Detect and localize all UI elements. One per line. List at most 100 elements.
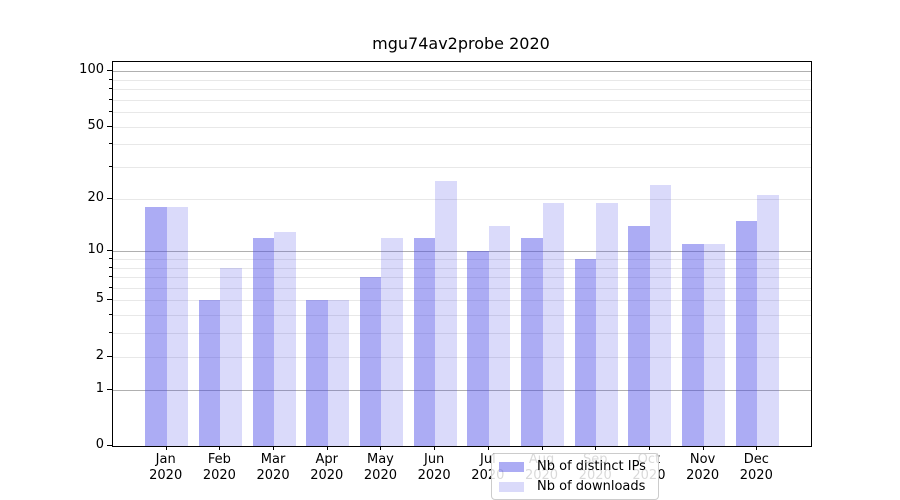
gridline-minor-50 (113, 126, 811, 128)
x-tick-label-feb: Feb 2020 (202, 452, 236, 483)
bar-ips-sep (574, 258, 597, 446)
x-tick-label-dec: Dec 2020 (739, 452, 773, 483)
legend: Nb of distinct IPs Nb of downloads (491, 453, 659, 500)
legend-item-distinct-ips: Nb of distinct IPs (499, 459, 650, 474)
bar-ips-may (359, 277, 382, 446)
bar-dl-jun (435, 181, 457, 446)
y-tick-label-0: 0 (95, 437, 104, 452)
x-tick-label-jun: Jun 2020 (417, 452, 451, 483)
gridline-minor-8 (113, 267, 811, 269)
y-tick-minor-mark-80 (109, 88, 112, 90)
y-tick-minor-mark-3 (109, 332, 112, 334)
y-tick-minor-mark-9 (109, 257, 112, 259)
bar-ips-jul (467, 251, 489, 446)
bar-dl-dec (757, 194, 779, 446)
plot-area: Nb of distinct IPs Nb of downloads (112, 61, 812, 500)
y-tick-label-2: 2 (95, 347, 104, 363)
y-tick-mark-50 (107, 125, 112, 127)
y-tick-label-100: 100 (79, 62, 104, 78)
gridline-minor-90 (113, 79, 811, 81)
y-tick-minor-mark-7 (109, 276, 112, 278)
bar-ips-aug (521, 237, 543, 446)
y-tick-minor-mark-40 (109, 143, 112, 145)
bar-dl-apr (327, 300, 350, 446)
x-tick-mark-sep (595, 446, 597, 450)
legend-swatch-distinct-ips (499, 461, 524, 472)
y-tick-mark-0 (107, 445, 112, 446)
gridline-major-100 (113, 71, 811, 73)
bars-layer (113, 62, 811, 446)
x-tick-mark-may (380, 446, 382, 450)
y-tick-minor-mark-30 (109, 166, 112, 168)
y-tick-label-5: 5 (95, 291, 104, 307)
y-tick-label-20: 20 (87, 189, 104, 205)
bar-ips-mar (252, 237, 275, 446)
gridline-minor-80 (113, 89, 811, 91)
legend-swatch-downloads (499, 481, 524, 492)
y-tick-minor-mark-4 (109, 314, 112, 316)
y-tick-minor-mark-90 (109, 78, 112, 80)
y-tick-minor-mark-60 (109, 111, 112, 113)
bar-dl-may (381, 237, 403, 446)
y-tick-label-1: 1 (95, 380, 104, 396)
y-tick-label-10: 10 (87, 242, 104, 258)
gridline-minor-20 (113, 198, 811, 200)
x-tick-mark-dec (756, 446, 758, 450)
y-tick-mark-100 (107, 70, 112, 72)
gridline-minor-5 (113, 300, 811, 302)
gridline-minor-2 (113, 356, 811, 358)
bar-ips-feb (198, 300, 221, 446)
x-tick-label-mar: Mar 2020 (256, 452, 290, 483)
bar-ips-oct (628, 226, 650, 446)
y-tick-mark-2 (107, 355, 112, 357)
bar-dl-jan (166, 206, 189, 446)
bar-dl-sep (596, 202, 618, 446)
bar-dl-aug (542, 202, 564, 446)
gridline-major-10 (113, 251, 811, 253)
y-tick-minor-mark-6 (109, 286, 112, 288)
y-tick-mark-1 (107, 388, 112, 390)
bar-ips-dec (735, 220, 758, 446)
y-tick-mark-20 (107, 197, 112, 199)
bar-ips-nov (682, 244, 704, 446)
legend-label-downloads: Nb of downloads (537, 479, 646, 494)
gridline-minor-7 (113, 277, 811, 279)
gridline-minor-9 (113, 258, 811, 260)
bar-dl-oct (649, 184, 672, 446)
gridline-minor-40 (113, 144, 811, 146)
y-tick-minor-mark-70 (109, 98, 112, 100)
x-tick-label-jan: Jan 2020 (149, 452, 183, 483)
chart-title: mgu74av2probe 2020 (372, 34, 550, 53)
x-tick-mark-feb (219, 446, 221, 450)
x-tick-mark-jul (487, 446, 489, 450)
bar-ips-jun (413, 237, 436, 446)
gridline-minor-30 (113, 167, 811, 169)
bar-dl-jul (488, 226, 511, 446)
gridline-major-1 (113, 389, 811, 391)
bar-dl-feb (220, 267, 242, 446)
bar-dl-mar (274, 231, 296, 446)
y-tick-mark-5 (107, 299, 112, 301)
x-tick-mark-nov (702, 446, 704, 450)
gridline-minor-6 (113, 287, 811, 289)
legend-item-downloads: Nb of downloads (499, 479, 650, 494)
bar-dl-nov (703, 244, 726, 446)
gridline-minor-4 (113, 315, 811, 317)
x-tick-mark-mar (273, 446, 275, 450)
x-tick-mark-oct (648, 446, 650, 450)
gridlines-layer (113, 62, 811, 446)
x-tick-label-may: May 2020 (363, 452, 397, 483)
x-tick-label-apr: Apr 2020 (310, 452, 344, 483)
x-tick-mark-jan (165, 446, 167, 450)
y-tick-minor-mark-8 (109, 266, 112, 268)
gridline-minor-70 (113, 99, 811, 101)
legend-label-distinct-ips: Nb of distinct IPs (537, 459, 646, 474)
gridline-minor-3 (113, 333, 811, 335)
x-tick-mark-aug (541, 446, 543, 450)
bar-ips-apr (306, 300, 328, 446)
y-tick-mark-10 (107, 250, 112, 252)
bar-ips-jan (145, 206, 167, 446)
x-tick-mark-apr (326, 446, 328, 450)
gridline-minor-60 (113, 112, 811, 114)
